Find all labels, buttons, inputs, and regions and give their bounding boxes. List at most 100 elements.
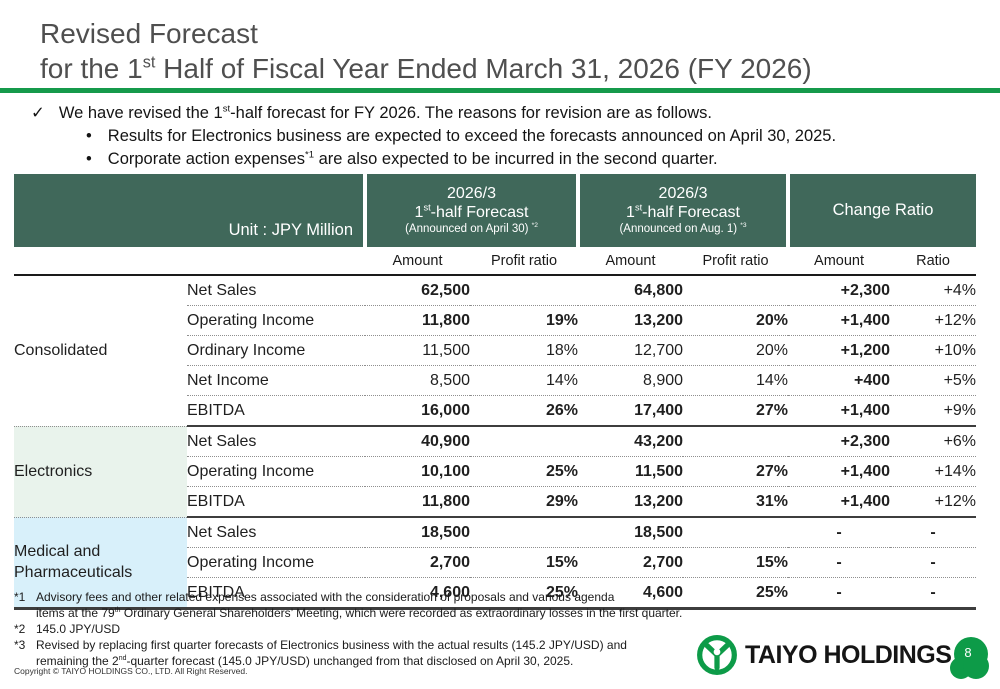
chg-amount-cell: +400 [788, 365, 891, 396]
table-row: Medical and Pharmaceuticals Net Sales 18… [14, 517, 977, 610]
apr-ratio-cell: 14% [470, 365, 579, 396]
footnotes: *1 Advisory fees and other related expens… [14, 589, 682, 669]
page-number: 8 [964, 645, 972, 660]
aug-forecast-header: 2026/3 1st-half Forecast (Announced on A… [576, 174, 789, 247]
chg-ratio-cell: +10% [890, 335, 977, 366]
aug-ratio-cell: 25% [683, 577, 789, 610]
footnote-3-line2: remaining the 2nd-quarter forecast (145.… [36, 654, 574, 668]
aug-amount-cell: 12,700 [578, 335, 684, 366]
row-item-label: EBITDA [187, 577, 365, 610]
chg-amount-cell: +1,400 [788, 305, 891, 336]
table-row: Operating Income 2,700 15% 2,700 15% - - [14, 547, 977, 578]
chg-ratio-cell: +4% [890, 275, 977, 306]
row-item-label: Ordinary Income [187, 335, 365, 366]
change-ratio-header: Change Ratio [786, 174, 977, 247]
apr-amount-cell: 11,500 [365, 335, 470, 366]
aug-amount-cell: 2,700 [578, 547, 684, 578]
chg-ratio-cell: +12% [890, 486, 977, 518]
footnote-1-line2: items at the 79th Ordinary General Share… [36, 606, 683, 620]
checkmark-icon: ✓ [31, 104, 45, 122]
table-row: EBITDA 4,600 25% 4,600 25% - - [14, 577, 977, 610]
apr-ratio-cell: 18% [470, 335, 579, 366]
table-row: Consolidated Net Sales 62,500 64,800 +2,… [14, 275, 977, 427]
apr-amount-cell: 62,500 [365, 275, 470, 306]
row-item-label: Net Sales [187, 275, 365, 306]
table-row: Operating Income 10,100 25% 11,500 27% +… [14, 456, 977, 487]
table-row: Net Income 8,500 14% 8,900 14% +400 +5% [14, 365, 977, 396]
apr-amount-cell: 2,700 [365, 547, 470, 578]
chg-amount-cell: +2,300 [788, 426, 891, 457]
row-item-label: Operating Income [187, 547, 365, 578]
group-label-medical: Medical and Pharmaceuticals [14, 517, 187, 610]
apr-ratio-cell [470, 426, 579, 457]
aug-ratio-cell: 20% [683, 335, 789, 366]
bullet-icon: • [86, 127, 92, 145]
aug-amount-cell: 4,600 [578, 577, 684, 610]
apr-ratio-cell [470, 275, 579, 306]
bullet-icon: • [86, 150, 92, 168]
apr-ratio-cell: 25% [470, 456, 579, 487]
footnote-2: *2 145.0 JPY/USD [14, 622, 121, 636]
apr-amount-cell: 11,800 [365, 486, 470, 518]
chg-amount-cell: - [788, 517, 891, 548]
aug-amount-cell: 17,400 [578, 395, 684, 427]
taiyo-logo-icon [697, 635, 737, 675]
subheader-aug-amount: Amount [578, 247, 684, 276]
subheader-apr-ratio: Profit ratio [470, 247, 579, 276]
table-row: Operating Income 11,800 19% 13,200 20% +… [14, 305, 977, 336]
apr-amount-cell: 10,100 [365, 456, 470, 487]
chg-amount-cell: +1,400 [788, 395, 891, 427]
table-row: Ordinary Income 11,500 18% 12,700 20% +1… [14, 335, 977, 366]
aug-amount-cell: 18,500 [578, 517, 684, 548]
brand-logo: TAIYO HOLDINGS [696, 634, 952, 676]
aug-ratio-cell [683, 275, 789, 306]
chg-amount-cell: - [788, 577, 891, 610]
row-item-label: Operating Income [187, 456, 365, 487]
group-label-consolidated: Consolidated [14, 275, 187, 427]
summary-bullet-1: • Results for Electronics business are ex… [86, 127, 837, 145]
row-item-label: Net Sales [187, 426, 365, 457]
row-item-label: EBITDA [187, 486, 365, 518]
chg-ratio-cell: - [890, 547, 977, 578]
badge-blob-icon [950, 637, 989, 679]
subheader-chg-ratio: Ratio [890, 247, 977, 276]
aug-amount-cell: 8,900 [578, 365, 684, 396]
footnote-3-line1: *3 Revised by replacing first quarter for… [14, 638, 627, 652]
copyright-text: Copyright © TAIYO HOLDINGS CO., LTD. All… [14, 666, 248, 676]
apr-ratio-cell: 15% [470, 547, 579, 578]
row-item-label: Net Income [187, 365, 365, 396]
chg-ratio-cell: +9% [890, 395, 977, 427]
aug-ratio-cell: 27% [683, 456, 789, 487]
aug-ratio-cell: 14% [683, 365, 789, 396]
table-header-row: Unit : JPY Million 2026/3 1st-half Forec… [14, 174, 977, 247]
page-number-badge: 8 [946, 636, 994, 684]
chg-ratio-cell: - [890, 517, 977, 548]
aug-amount-cell: 13,200 [578, 305, 684, 336]
row-item-label: Net Sales [187, 517, 365, 548]
forecast-table: Unit : JPY Million 2026/3 1st-half Forec… [14, 174, 977, 610]
aug-amount-cell: 13,200 [578, 486, 684, 518]
aug-ratio-cell: 31% [683, 486, 789, 518]
apr-amount-cell: 18,500 [365, 517, 470, 548]
apr-ratio-cell: 29% [470, 486, 579, 518]
apr-amount-cell: 16,000 [365, 395, 470, 427]
summary-lead: ✓ We have revised the 1st-half forecast f… [31, 103, 712, 122]
subheader-spacer [14, 247, 365, 276]
aug-ratio-cell [683, 517, 789, 548]
unit-label-cell: Unit : JPY Million [14, 174, 365, 247]
aug-ratio-cell: 20% [683, 305, 789, 336]
table-row: EBITDA 16,000 26% 17,400 27% +1,400 +9% [14, 395, 977, 427]
subheader-aug-ratio: Profit ratio [683, 247, 789, 276]
aug-ratio-cell: 15% [683, 547, 789, 578]
april-forecast-header: 2026/3 1st-half Forecast (Announced on A… [362, 174, 579, 247]
aug-amount-cell: 64,800 [578, 275, 684, 306]
apr-ratio-cell: 19% [470, 305, 579, 336]
chg-amount-cell: - [788, 547, 891, 578]
page-title: Revised Forecast for the 1st Half of Fis… [40, 16, 812, 86]
title-divider [0, 88, 1000, 93]
subheader-apr-amount: Amount [365, 247, 470, 276]
row-item-label: EBITDA [187, 395, 365, 427]
apr-ratio-cell: 26% [470, 395, 579, 427]
chg-amount-cell: +1,400 [788, 486, 891, 518]
